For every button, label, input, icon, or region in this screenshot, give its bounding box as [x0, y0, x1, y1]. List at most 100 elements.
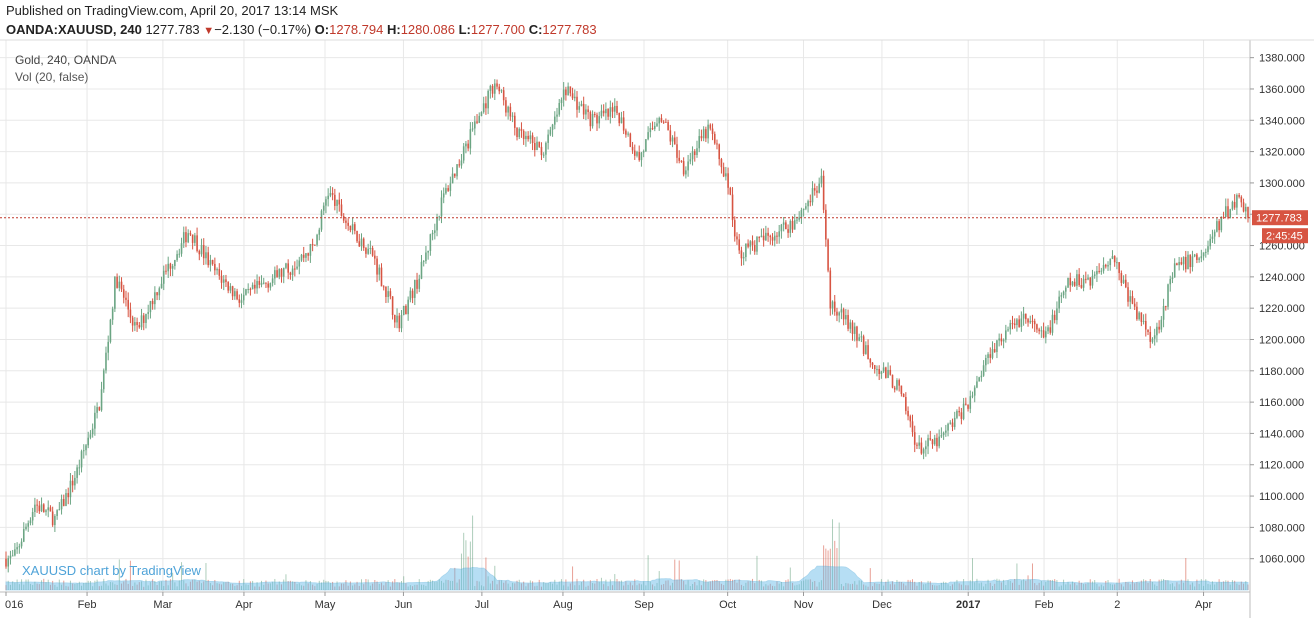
- candle-body: [345, 220, 347, 223]
- candle-body: [993, 349, 996, 353]
- series-legend[interactable]: Gold, 240, OANDA: [15, 53, 117, 67]
- candle-body: [1022, 313, 1025, 319]
- candle-body: [151, 301, 154, 305]
- candle-body: [38, 505, 41, 512]
- candle-body: [218, 269, 221, 276]
- y-tick-label: 1360.000: [1259, 84, 1305, 96]
- candle-body: [1069, 277, 1072, 286]
- candle-body: [865, 345, 867, 354]
- candle-body: [158, 288, 161, 296]
- candle-body: [1056, 308, 1058, 321]
- candle-body: [571, 93, 574, 99]
- candle-body: [1000, 338, 1003, 342]
- candle-body: [527, 135, 529, 140]
- candle-body: [1027, 319, 1029, 323]
- candle-body: [1067, 277, 1069, 288]
- candle-body: [1193, 254, 1196, 257]
- candle-body: [1147, 329, 1149, 333]
- watermark-link[interactable]: XAUUSD chart by TradingView: [22, 563, 201, 578]
- candle-body: [853, 326, 856, 334]
- y-tick-label: 1240.000: [1259, 272, 1305, 284]
- y-tick-label: 1380.000: [1259, 53, 1305, 65]
- candle-body: [454, 173, 456, 177]
- candle-body: [1020, 318, 1023, 327]
- candle-body: [1107, 265, 1109, 267]
- candle-body: [434, 230, 436, 233]
- candle-body: [25, 526, 27, 530]
- candle-body: [998, 338, 1000, 341]
- candle-body: [1240, 196, 1243, 203]
- candle-body: [451, 173, 454, 184]
- candle-body: [376, 258, 378, 275]
- volume-legend[interactable]: Vol (20, false): [15, 70, 89, 84]
- candle-body: [40, 504, 43, 512]
- candle-body: [1120, 273, 1123, 283]
- candle-body: [1131, 296, 1134, 304]
- candle-body: [269, 283, 272, 288]
- x-tick-label: 2017: [956, 599, 980, 611]
- candle-body: [965, 403, 967, 405]
- candle-body: [271, 278, 274, 284]
- candle-body: [1242, 202, 1245, 212]
- candle-body: [482, 103, 485, 113]
- candle-body: [71, 480, 74, 486]
- x-tick-label: Mar: [153, 599, 172, 611]
- candle-body: [1162, 306, 1165, 320]
- candle-body: [869, 359, 872, 363]
- candle-body: [942, 432, 945, 436]
- candle-body: [589, 112, 592, 127]
- candle-body: [347, 222, 349, 226]
- candle-body: [425, 252, 427, 262]
- candle-body: [1138, 312, 1140, 320]
- candle-body: [558, 103, 561, 115]
- candle-body: [1093, 274, 1096, 276]
- candle-body: [900, 385, 903, 394]
- candle-body: [705, 129, 707, 139]
- candle-body: [1060, 295, 1063, 297]
- candle-body: [709, 124, 712, 129]
- close-value: 1277.783: [542, 22, 597, 37]
- candle-body: [149, 301, 152, 313]
- candle-body: [1029, 320, 1032, 323]
- candle-body: [1113, 256, 1116, 263]
- candle-body: [334, 194, 336, 206]
- x-tick-label: 2: [1114, 599, 1120, 611]
- candle-body: [871, 362, 874, 366]
- candle-body: [29, 520, 32, 524]
- candle-body: [291, 268, 294, 275]
- candle-body: [58, 509, 61, 511]
- candle-body: [316, 234, 318, 245]
- candle-body: [338, 199, 341, 205]
- candle-body: [140, 315, 143, 328]
- y-tick-label: 1060.000: [1259, 554, 1305, 566]
- candle-body: [320, 210, 323, 230]
- candle-body: [733, 220, 736, 237]
- candle-body: [880, 371, 883, 374]
- candle-body: [1236, 194, 1238, 208]
- candle-body: [1220, 216, 1223, 231]
- ohlc-bar: OANDA:XAUUSD, 240 1277.783 ▼−2.130 (−0.1…: [6, 22, 597, 37]
- candle-body: [358, 241, 361, 247]
- candle-body: [753, 244, 756, 252]
- candle-body: [367, 248, 369, 254]
- candle-body: [762, 235, 765, 241]
- candle-body: [80, 451, 83, 468]
- candle-body: [940, 435, 943, 437]
- candle-body: [496, 83, 498, 87]
- candle-body: [531, 135, 534, 144]
- candle-body: [467, 143, 469, 149]
- candle-body: [616, 105, 618, 114]
- candle-body: [520, 128, 523, 131]
- candle-body: [800, 209, 803, 218]
- candle-body: [1167, 284, 1169, 307]
- x-tick-label: Jun: [395, 599, 413, 611]
- candle-body: [1233, 201, 1236, 208]
- candle-body: [67, 493, 70, 498]
- candle-body: [396, 315, 398, 323]
- candle-body: [973, 387, 976, 396]
- y-tick-label: 1120.000: [1259, 460, 1304, 472]
- candle-body: [1031, 320, 1034, 322]
- candle-body: [707, 124, 709, 139]
- candle-body: [1200, 256, 1203, 259]
